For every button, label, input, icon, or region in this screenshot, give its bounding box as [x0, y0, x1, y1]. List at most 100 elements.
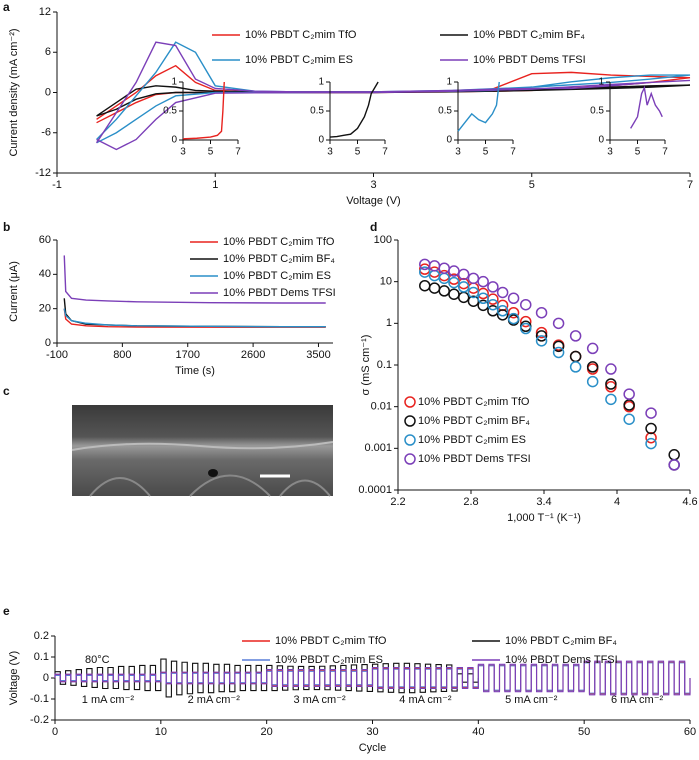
cycle-trace	[498, 663, 511, 693]
cycle-trace	[276, 669, 289, 687]
y-tick-label: 0.1	[34, 651, 49, 663]
y-tick-label: 0.5	[310, 106, 324, 117]
data-line	[96, 41, 691, 144]
x-tick-label: 5	[208, 147, 214, 158]
data-point	[586, 361, 599, 373]
x-tick-label: 3500	[306, 349, 330, 361]
panel-label: d	[370, 220, 377, 234]
current-label: 4 mA cm⁻²	[399, 694, 452, 706]
data-point	[552, 346, 565, 359]
cycle-trace	[562, 663, 575, 693]
cycle-trace	[54, 673, 67, 683]
y-tick-label: 0	[598, 135, 604, 146]
y-tick-label: 0.2	[34, 630, 49, 642]
y-tick-label: 6	[45, 46, 51, 58]
x-axis-label: Time (s)	[175, 365, 215, 377]
cycle-trace	[467, 666, 479, 690]
legend-label: 10% PBDT Dems TFSI	[473, 54, 586, 66]
legend-label: 10% PBDT C₂mim BF₄	[473, 29, 585, 41]
data-point	[605, 363, 617, 375]
data-point	[457, 281, 470, 293]
y-tick-label: 10	[380, 276, 392, 288]
y-tick-label: 0.001	[364, 442, 392, 454]
data-point	[668, 449, 680, 461]
data-point	[586, 375, 599, 388]
y-tick-label: 20	[39, 303, 51, 315]
y-tick-label: -0.1	[30, 693, 49, 705]
y-axis-label: Voltage (V)	[8, 651, 20, 705]
sem-image	[71, 405, 334, 497]
cycle-trace	[149, 673, 162, 683]
x-tick-label: -1	[52, 179, 62, 191]
data-point	[535, 335, 548, 347]
data-point	[448, 265, 460, 277]
y-tick-label: 0.01	[371, 401, 392, 413]
cycle-trace	[414, 666, 426, 690]
cycle-trace	[647, 660, 659, 696]
legend-marker	[404, 396, 416, 408]
y-tick-label: 0	[171, 135, 177, 146]
data-point	[623, 388, 635, 400]
data-line	[182, 81, 225, 140]
cycle-trace	[477, 663, 490, 693]
y-tick-label: 100	[374, 234, 392, 246]
cycle-trace	[202, 671, 215, 685]
cycle-trace	[308, 669, 321, 687]
cycle-trace	[668, 660, 680, 696]
data-line	[457, 81, 500, 132]
cycle-trace	[86, 673, 98, 683]
current-label: 3 mA cm⁻²	[293, 694, 346, 706]
y-tick-label: 60	[39, 234, 51, 246]
data-point	[569, 330, 582, 342]
legend-label: 10% PBDT C₂mim TfO	[418, 396, 530, 408]
cycle-trace	[340, 669, 352, 687]
data-point	[605, 393, 617, 406]
y-tick-label: 1	[386, 317, 392, 329]
data-point	[507, 306, 520, 319]
data-line	[95, 41, 691, 151]
legend-label: 10% PBDT C₂mim BF₄	[505, 635, 617, 647]
y-axis-label: σ (mS cm⁻¹)	[360, 335, 372, 396]
x-tick-label: 5	[635, 147, 641, 158]
cycle-trace	[266, 669, 278, 687]
data-point	[457, 291, 470, 304]
panel-label: c	[3, 384, 10, 398]
y-tick-label: 1	[446, 77, 452, 88]
x-tick-label: 50	[578, 726, 590, 738]
current-label: 6 mA cm⁻²	[611, 694, 664, 706]
data-point	[605, 378, 617, 390]
legend-label: 10% PBDT C₂mim ES	[418, 434, 526, 446]
x-tick-label: 1700	[175, 349, 199, 361]
cycle-trace	[678, 660, 691, 696]
legend-label: 10% PBDT C₂mim TfO	[223, 236, 335, 248]
legend-label: 10% PBDT C₂mim TfO	[245, 29, 357, 41]
x-tick-label: 5	[483, 147, 489, 158]
x-tick-label: 3	[327, 147, 333, 158]
cycle-trace	[96, 673, 109, 683]
data-point	[496, 305, 509, 317]
cycle-trace	[424, 666, 437, 690]
legend-label: 10% PBDT C₂mim TfO	[275, 635, 387, 647]
panel-label: e	[3, 604, 10, 618]
x-tick-label: 40	[472, 726, 484, 738]
x-tick-label: 7	[662, 147, 668, 158]
data-point	[457, 268, 470, 281]
y-tick-label: 0	[45, 337, 51, 349]
cycle-trace	[604, 660, 617, 696]
cycle-trace	[244, 671, 257, 685]
current-label: 5 mA cm⁻²	[505, 694, 558, 706]
cycle-trace	[530, 663, 543, 693]
data-point	[520, 298, 532, 311]
cycle-trace	[128, 673, 141, 683]
data-line	[63, 308, 326, 328]
cycle-trace	[583, 660, 596, 696]
data-point	[623, 413, 635, 425]
y-axis-label: Current density (mA cm⁻²)	[8, 28, 20, 156]
y-tick-label: 0.1	[377, 359, 392, 371]
data-point	[552, 340, 565, 353]
x-tick-label: 30	[366, 726, 378, 738]
cycle-trace	[488, 663, 501, 693]
data-point	[552, 317, 565, 330]
x-tick-label: -100	[46, 349, 68, 361]
